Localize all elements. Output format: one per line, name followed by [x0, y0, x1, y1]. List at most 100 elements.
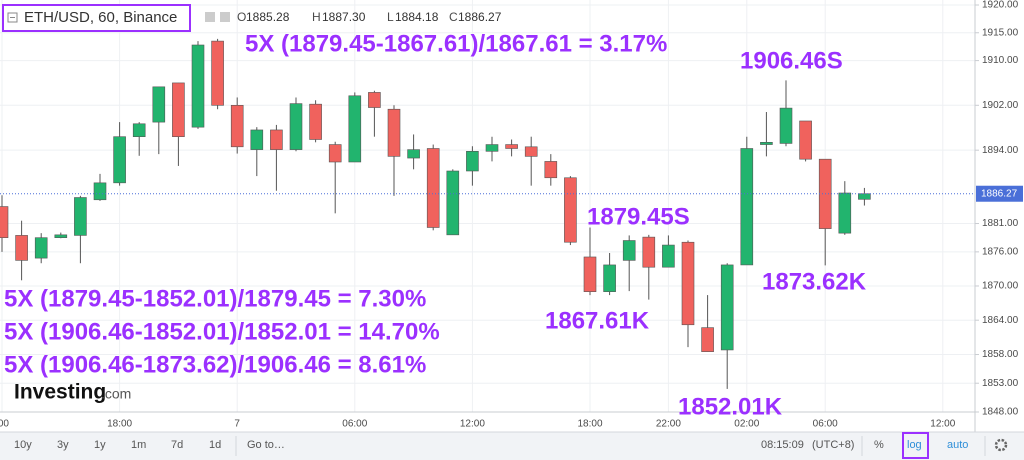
candle-body: [662, 244, 675, 268]
overlay: 1886.27: [0, 185, 1023, 202]
range-button[interactable]: 1m: [131, 439, 146, 451]
candle-body: [466, 151, 479, 172]
candle-body: [740, 148, 754, 266]
close-icon[interactable]: [220, 12, 230, 22]
candle-body: [15, 235, 28, 261]
range-button[interactable]: 1y: [94, 439, 106, 451]
ohlc-value: 1885.28: [246, 10, 290, 24]
candle-body: [760, 142, 773, 145]
candle-body: [230, 104, 244, 148]
candle-body: [0, 206, 9, 238]
y-tick-label: 1858.00: [982, 349, 1019, 360]
y-tick-label: 1915.00: [982, 27, 1019, 38]
candle-body: [838, 192, 852, 234]
settings-gear[interactable]: [994, 438, 1008, 452]
y-tick-label: 1894.00: [982, 145, 1019, 156]
candle-body: [564, 177, 577, 243]
annotation: 1873.62K: [762, 268, 867, 295]
x-tick-label: 02:00: [734, 419, 759, 430]
candle-body: [505, 144, 518, 149]
candle-body: [93, 182, 107, 201]
x-tick-label: :00: [0, 419, 9, 430]
timezone[interactable]: (UTC+8): [812, 439, 854, 451]
candle-body: [328, 144, 342, 163]
candle-body: [132, 123, 146, 137]
candle-body: [446, 170, 460, 236]
y-tick-label: 1864.00: [982, 315, 1019, 326]
candle-body: [191, 44, 205, 128]
candle-body: [426, 148, 440, 228]
range-button[interactable]: 3y: [57, 439, 69, 451]
x-tick-label: 06:00: [813, 419, 838, 430]
x-tick-label: 18:00: [577, 419, 602, 430]
candle-body: [681, 241, 695, 326]
ohlc-label: H: [312, 10, 321, 24]
last-price-label: 1886.27: [981, 188, 1018, 199]
candle-body: [524, 146, 538, 157]
candle-body: [152, 86, 166, 123]
annotation: 1867.61K: [545, 307, 650, 334]
ohlc-label: C: [449, 10, 458, 24]
candle-body: [544, 161, 558, 179]
annotation: 5X (1879.45-1852.01)/1879.45 = 7.30%: [4, 285, 426, 312]
y-tick-label: 1920.00: [982, 0, 1019, 11]
last-price-box: [976, 185, 1023, 202]
range-button[interactable]: 10y: [14, 439, 32, 451]
logo: Investing: [14, 381, 106, 404]
ohlc-value: 1887.30: [322, 10, 366, 24]
percent-button[interactable]: %: [874, 439, 884, 451]
logo-suffix: .com: [101, 386, 131, 402]
candle-body: [858, 193, 871, 200]
annotation: 5X (1906.46-1873.62)/1906.46 = 8.61%: [4, 351, 426, 378]
candle-body: [642, 236, 656, 268]
annotation: 5X (1906.46-1852.01)/1852.01 = 14.70%: [4, 318, 440, 345]
range-button[interactable]: 7d: [171, 439, 183, 451]
plot: 1848.00 1853.00 1858.00 1864.00 1870.00 1876.…: [0, 0, 1019, 430]
candle-body: [348, 95, 362, 163]
candle-body: [54, 234, 68, 238]
x-tick-label: 18:00: [107, 419, 132, 430]
y-tick-label: 1848.00: [982, 407, 1019, 418]
candle-body: [720, 264, 734, 351]
ohlc-value: 1884.18: [395, 10, 439, 24]
y-tick-label: 1870.00: [982, 281, 1019, 292]
goto-button[interactable]: Go to…: [247, 439, 285, 451]
candle-body: [387, 108, 401, 157]
y-tick-label: 1910.00: [982, 55, 1019, 66]
ohlc-label: L: [387, 10, 394, 24]
candle-body: [289, 103, 303, 150]
candle-body: [250, 129, 264, 150]
x-tick-label: 06:00: [342, 419, 367, 430]
y-tick-label: 1902.00: [982, 100, 1019, 111]
log-highlight: [902, 432, 929, 459]
annotation: 1879.45S: [587, 203, 690, 230]
candle-body: [34, 237, 48, 259]
x-tick-label: 7: [234, 419, 240, 430]
clock: 08:15:09: [761, 439, 804, 451]
candle-body: [113, 136, 126, 184]
candle-body: [701, 327, 714, 352]
candle-body: [74, 197, 87, 236]
annotation: 5X (1879.45-1867.61)/1867.61 = 3.17%: [245, 30, 667, 57]
annotation: 1852.01K: [678, 393, 783, 420]
range-button[interactable]: 1d: [209, 439, 221, 451]
symbol: ETH/USD, 60, Binance: [24, 9, 177, 26]
collapse-icon[interactable]: [7, 12, 18, 23]
y-tick-label: 1876.00: [982, 247, 1019, 258]
candle-body: [172, 82, 185, 137]
candle-body: [622, 240, 636, 261]
auto-button[interactable]: auto: [947, 439, 968, 451]
toolbar: [0, 432, 1024, 460]
candle-body: [211, 40, 224, 106]
ohlc-label: O: [237, 10, 246, 24]
candle-body: [799, 120, 812, 160]
log-button[interactable]: log: [907, 439, 922, 451]
x-tick-label: 12:00: [460, 419, 485, 430]
ohlc-value: 1886.27: [458, 10, 502, 24]
annotation: 1906.46S: [740, 47, 843, 74]
y-tick-label: 1853.00: [982, 378, 1019, 389]
candle-body: [603, 264, 616, 292]
settings-icon[interactable]: [205, 12, 215, 22]
